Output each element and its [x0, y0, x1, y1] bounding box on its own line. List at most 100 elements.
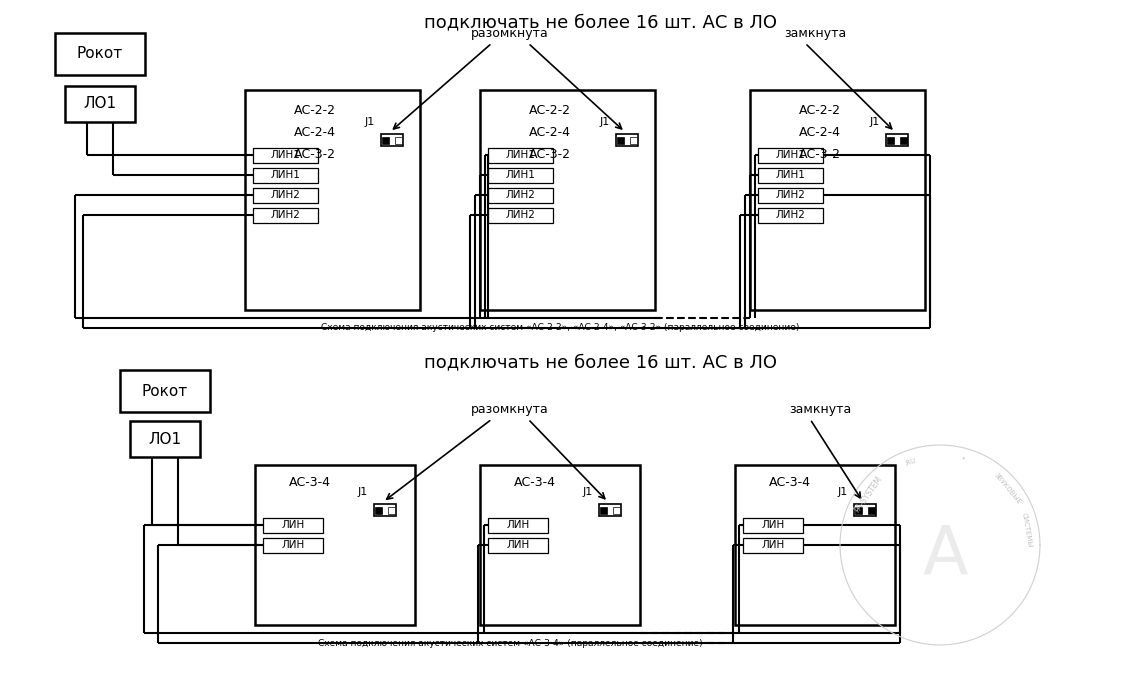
- Bar: [55, 33, 145, 75]
- Bar: [855, 507, 862, 514]
- Text: АС-3-2: АС-3-2: [529, 148, 571, 160]
- Text: ЛИН: ЛИН: [506, 520, 530, 530]
- Text: АС-3-4: АС-3-4: [289, 477, 331, 489]
- Text: Рокот: Рокот: [142, 384, 188, 398]
- Text: АС-2-2: АС-2-2: [294, 104, 336, 116]
- Bar: [631, 136, 637, 144]
- Text: ЛИН2: ЛИН2: [270, 210, 301, 220]
- Text: J1: J1: [837, 487, 849, 497]
- Text: J1: J1: [600, 117, 610, 127]
- Text: ЛИН2: ЛИН2: [270, 190, 301, 200]
- Bar: [488, 167, 553, 183]
- Text: ЛИН2: ЛИН2: [505, 190, 536, 200]
- Text: ЛИН: ЛИН: [762, 540, 784, 550]
- Text: J1: J1: [870, 117, 880, 127]
- Bar: [599, 504, 622, 516]
- Text: подключать не более 16 шт. АС в ЛО: подключать не более 16 шт. АС в ЛО: [424, 13, 776, 31]
- Bar: [253, 148, 318, 162]
- Text: АС-3-4: АС-3-4: [770, 477, 811, 489]
- Bar: [488, 538, 548, 552]
- Bar: [245, 90, 420, 310]
- Text: СИСТЕМЫ: СИСТЕМЫ: [1020, 512, 1033, 547]
- Bar: [758, 207, 823, 223]
- Bar: [375, 507, 382, 514]
- Text: •: •: [960, 456, 965, 463]
- Text: ЛИН2: ЛИН2: [775, 190, 806, 200]
- Text: ЛИН: ЛИН: [762, 520, 784, 530]
- Bar: [388, 507, 396, 514]
- Bar: [480, 90, 655, 310]
- Text: АС-2-4: АС-2-4: [529, 125, 571, 139]
- Bar: [488, 517, 548, 533]
- Bar: [488, 207, 553, 223]
- Text: разомкнута: разомкнута: [471, 403, 549, 416]
- Text: ЛО1: ЛО1: [148, 431, 182, 447]
- Text: .RU: .RU: [903, 457, 916, 467]
- Bar: [758, 148, 823, 162]
- Bar: [382, 136, 389, 144]
- Text: PA-SYSTEM: PA-SYSTEM: [852, 475, 884, 514]
- Text: Схема подключения акустических систем «АС-3-4» (параллельное соединение): Схема подключения акустических систем «А…: [318, 638, 703, 648]
- Bar: [263, 538, 323, 552]
- Bar: [612, 507, 620, 514]
- Bar: [120, 370, 210, 412]
- Bar: [130, 421, 200, 457]
- Text: ЛИН1: ЛИН1: [775, 150, 806, 160]
- Text: Рокот: Рокот: [77, 46, 123, 62]
- Text: ЛИН: ЛИН: [281, 540, 305, 550]
- Bar: [886, 134, 909, 146]
- Text: разомкнута: разомкнута: [471, 27, 549, 41]
- Text: АС-2-2: АС-2-2: [799, 104, 841, 116]
- Text: ЛИН1: ЛИН1: [775, 170, 806, 180]
- Bar: [744, 538, 803, 552]
- Bar: [600, 507, 607, 514]
- Bar: [854, 504, 876, 516]
- Text: АС-2-4: АС-2-4: [799, 125, 841, 139]
- Bar: [480, 465, 640, 625]
- Text: ЛИН2: ЛИН2: [775, 210, 806, 220]
- Bar: [868, 507, 875, 514]
- Text: АС-2-2: АС-2-2: [529, 104, 571, 116]
- Bar: [66, 86, 134, 122]
- Bar: [253, 207, 318, 223]
- Text: ЗВУКОВЫЕ: ЗВУКОВЫЕ: [992, 472, 1023, 505]
- Text: АС-3-2: АС-3-2: [799, 148, 841, 160]
- Text: ЛИН1: ЛИН1: [270, 150, 301, 160]
- Bar: [887, 136, 894, 144]
- Bar: [488, 148, 553, 162]
- Bar: [488, 188, 553, 202]
- Text: замкнута: замкнута: [784, 27, 846, 41]
- Bar: [374, 504, 396, 516]
- Bar: [263, 517, 323, 533]
- Bar: [396, 136, 402, 144]
- Bar: [381, 134, 403, 146]
- Text: замкнута: замкнута: [789, 403, 851, 416]
- Bar: [899, 136, 907, 144]
- Bar: [253, 167, 318, 183]
- Text: Схема подключения акустических систем «АС-2-2», «АС-2-4», «АС-3-2» (параллельное: Схема подключения акустических систем «А…: [321, 323, 799, 332]
- Bar: [616, 134, 638, 146]
- Bar: [255, 465, 415, 625]
- Bar: [253, 188, 318, 202]
- Text: АС-3-4: АС-3-4: [514, 477, 556, 489]
- Text: ЛИН2: ЛИН2: [505, 210, 536, 220]
- Text: A: A: [922, 522, 967, 588]
- Bar: [734, 465, 895, 625]
- Text: ЛО1: ЛО1: [84, 97, 116, 111]
- Text: J1: J1: [358, 487, 368, 497]
- Text: ЛИН: ЛИН: [506, 540, 530, 550]
- Text: J1: J1: [365, 117, 375, 127]
- Bar: [617, 136, 624, 144]
- Bar: [758, 167, 823, 183]
- Text: J1: J1: [583, 487, 593, 497]
- Text: подключать не более 16 шт. АС в ЛО: подключать не более 16 шт. АС в ЛО: [424, 353, 776, 371]
- Text: АС-3-2: АС-3-2: [294, 148, 336, 160]
- Bar: [750, 90, 925, 310]
- Text: ЛИН1: ЛИН1: [505, 170, 536, 180]
- Text: ЛИН: ЛИН: [281, 520, 305, 530]
- Text: ЛИН1: ЛИН1: [505, 150, 536, 160]
- Bar: [744, 517, 803, 533]
- Text: АС-2-4: АС-2-4: [294, 125, 336, 139]
- Text: ЛИН1: ЛИН1: [270, 170, 301, 180]
- Bar: [758, 188, 823, 202]
